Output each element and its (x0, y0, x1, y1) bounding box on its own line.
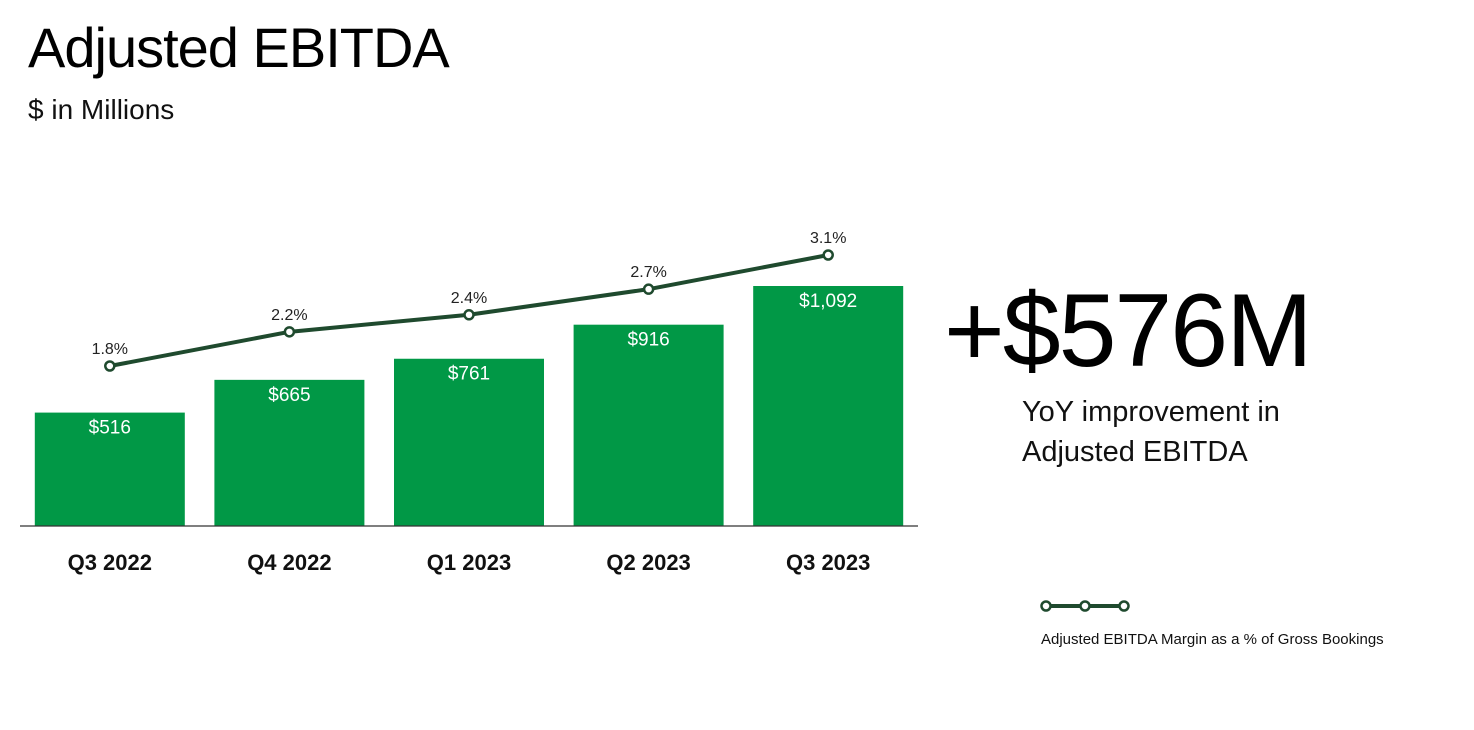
bar-2 (394, 358, 544, 526)
bar-value-label-2: $761 (448, 364, 490, 385)
margin-value-label-4: 3.1% (810, 230, 846, 247)
category-label-2: Q1 2023 (427, 550, 511, 575)
ebitda-chart: $516 $665 $761 $916 $1,092 Q3 2022 Q4 2022 Q1 2… (20, 230, 918, 575)
category-label-4: Q3 2023 (786, 550, 870, 575)
bar-value-label-4: $1,092 (799, 291, 857, 312)
yoy-improvement-value: +$576M (944, 273, 1313, 389)
margin-value-label-3: 2.7% (630, 264, 666, 281)
margin-point-1 (283, 326, 296, 338)
legend-label: Adjusted EBITDA Margin as a % of Gross B… (1041, 631, 1384, 648)
page-title: Adjusted EBITDA (28, 16, 450, 79)
category-label-1: Q4 2022 (247, 550, 331, 575)
bar-3 (573, 324, 724, 526)
category-label-3: Q2 2023 (606, 550, 690, 575)
margin-point-0 (104, 360, 116, 372)
yoy-improvement-line1: YoY improvement in (1022, 396, 1280, 428)
bar-value-label-1: $665 (268, 385, 310, 406)
category-label-0: Q3 2022 (68, 550, 152, 575)
margin-value-label-0: 1.8% (92, 341, 128, 358)
yoy-improvement-line2: Adjusted EBITDA (1022, 436, 1248, 468)
bar-value-label-0: $516 (89, 418, 131, 439)
bar-4 (753, 286, 904, 526)
bar-0 (34, 412, 185, 526)
margin-value-label-1: 2.2% (271, 307, 307, 324)
legend-line-icon (1040, 600, 1130, 612)
margin-point-2 (463, 309, 475, 321)
bar-1 (214, 379, 365, 526)
page-subtitle: $ in Millions (28, 94, 175, 125)
margin-point-3 (642, 283, 655, 295)
yoy-improvement-description: YoY improvement in Adjusted EBITDA (1022, 392, 1342, 472)
margin-value-label-2: 2.4% (451, 290, 487, 307)
bar-value-label-3: $916 (627, 330, 669, 351)
margin-point-4 (822, 249, 834, 261)
